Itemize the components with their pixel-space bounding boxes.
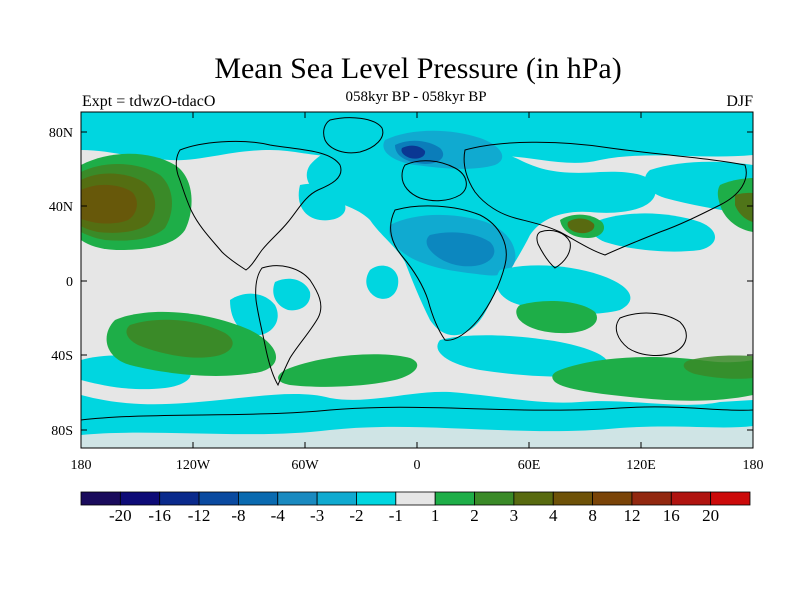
colorbar-swatch xyxy=(710,491,751,506)
east-pacific-cyan xyxy=(230,293,278,336)
colorbar-label: -4 xyxy=(271,506,286,525)
south-atlantic-cyan xyxy=(366,265,399,299)
lon-tick-label: 180 xyxy=(71,458,92,473)
lon-tick-label: 180 xyxy=(743,458,764,473)
southern-ocean-darkgreen xyxy=(683,355,753,379)
lat-tick-label: 40N xyxy=(49,200,73,215)
lon-tick-label: 120E xyxy=(626,458,656,473)
colorbar-swatch xyxy=(80,491,121,506)
north-atlantic-cyan xyxy=(298,183,346,221)
lon-tick-label: 60W xyxy=(291,458,319,473)
lat-tick-label: 80S xyxy=(51,424,73,439)
colorbar-label: -8 xyxy=(231,506,245,525)
colorbar-label: -20 xyxy=(109,506,132,525)
north-pacific-high-brown xyxy=(81,184,137,224)
colorbar-label: 1 xyxy=(431,506,440,525)
colorbar-label: 3 xyxy=(510,506,519,525)
colorbar-swatch xyxy=(395,491,436,506)
lat-tick-label: 40S xyxy=(51,349,73,364)
season-label: DJF xyxy=(726,93,753,110)
coastline-greenland xyxy=(323,117,384,154)
colorbar-swatch xyxy=(119,491,161,506)
east-asia-olive xyxy=(735,192,753,222)
colorbar-label: 20 xyxy=(702,506,719,525)
colorbar-label: -16 xyxy=(148,506,171,525)
south-indian-cyan xyxy=(437,335,608,377)
colorbar-label: 2 xyxy=(470,506,479,525)
colorbar-swatch xyxy=(474,491,515,506)
coastline-india xyxy=(536,229,571,269)
colorbar-swatch xyxy=(434,491,475,506)
colorbar-swatch xyxy=(159,491,200,506)
coastline-australia xyxy=(615,312,687,356)
colorbar-label: -3 xyxy=(310,506,324,525)
west-pacific-cyan xyxy=(592,213,715,252)
colorbar-label: 8 xyxy=(588,506,597,525)
south-america-cyan xyxy=(273,278,311,311)
colorbar-label: -1 xyxy=(389,506,403,525)
norway-deep-blue xyxy=(401,145,426,159)
map-title: Mean Sea Level Pressure (in hPa) xyxy=(214,52,622,85)
colorbar-swatch xyxy=(356,491,397,506)
colorbar-swatch xyxy=(316,491,357,506)
colorbar-swatch xyxy=(238,491,279,506)
south-atlantic-green xyxy=(278,354,418,387)
lat-tick-label: 80N xyxy=(49,126,73,141)
south-indian-green xyxy=(516,300,597,334)
south-pacific-darkgreen xyxy=(126,319,233,358)
colorbar-label: 12 xyxy=(623,506,640,525)
coastline-asia xyxy=(463,141,747,256)
colorbar-swatch xyxy=(592,491,633,506)
map-ticks: 180 120W 60W 0 60E 120E 180 80N 40N 0 40S 80S xyxy=(49,112,764,473)
pressure-field xyxy=(81,112,753,448)
coastlines xyxy=(81,117,753,421)
experiment-label: Expt = tdwzO-tdacO xyxy=(82,93,216,110)
lon-tick-label: 120W xyxy=(176,458,211,473)
colorbar-swatch xyxy=(631,491,672,506)
colorbar: -20 -16 -12 -8 -4 -3 -2 -1 1 2 3 4 8 12 16 20 xyxy=(80,491,751,525)
map-subtitle: 058kyr BP - 058kyr BP xyxy=(345,89,487,105)
colorbar-swatch xyxy=(277,491,318,506)
lon-tick-label: 60E xyxy=(518,458,541,473)
colorbar-label: -12 xyxy=(188,506,211,525)
colorbar-swatch xyxy=(198,491,239,506)
lat-tick-label: 0 xyxy=(66,275,73,290)
indian-ocean-cyan xyxy=(496,265,631,314)
colorbar-label: 4 xyxy=(549,506,558,525)
colorbar-swatch xyxy=(552,491,593,506)
coastline-south-america xyxy=(255,265,322,387)
colorbar-label: -2 xyxy=(349,506,363,525)
colorbar-swatch xyxy=(513,491,554,506)
coastline-africa xyxy=(390,205,507,341)
coastline-europe xyxy=(401,160,467,202)
coastline-north-america xyxy=(175,140,342,271)
africa-blue xyxy=(426,232,495,267)
coastline-antarctica xyxy=(81,406,753,421)
colorbar-label: 16 xyxy=(663,506,680,525)
antarctic-neutral-strip xyxy=(81,426,753,448)
tibet-olive xyxy=(567,218,595,234)
colorbar-swatch xyxy=(670,491,712,506)
lon-tick-label: 0 xyxy=(414,458,421,473)
